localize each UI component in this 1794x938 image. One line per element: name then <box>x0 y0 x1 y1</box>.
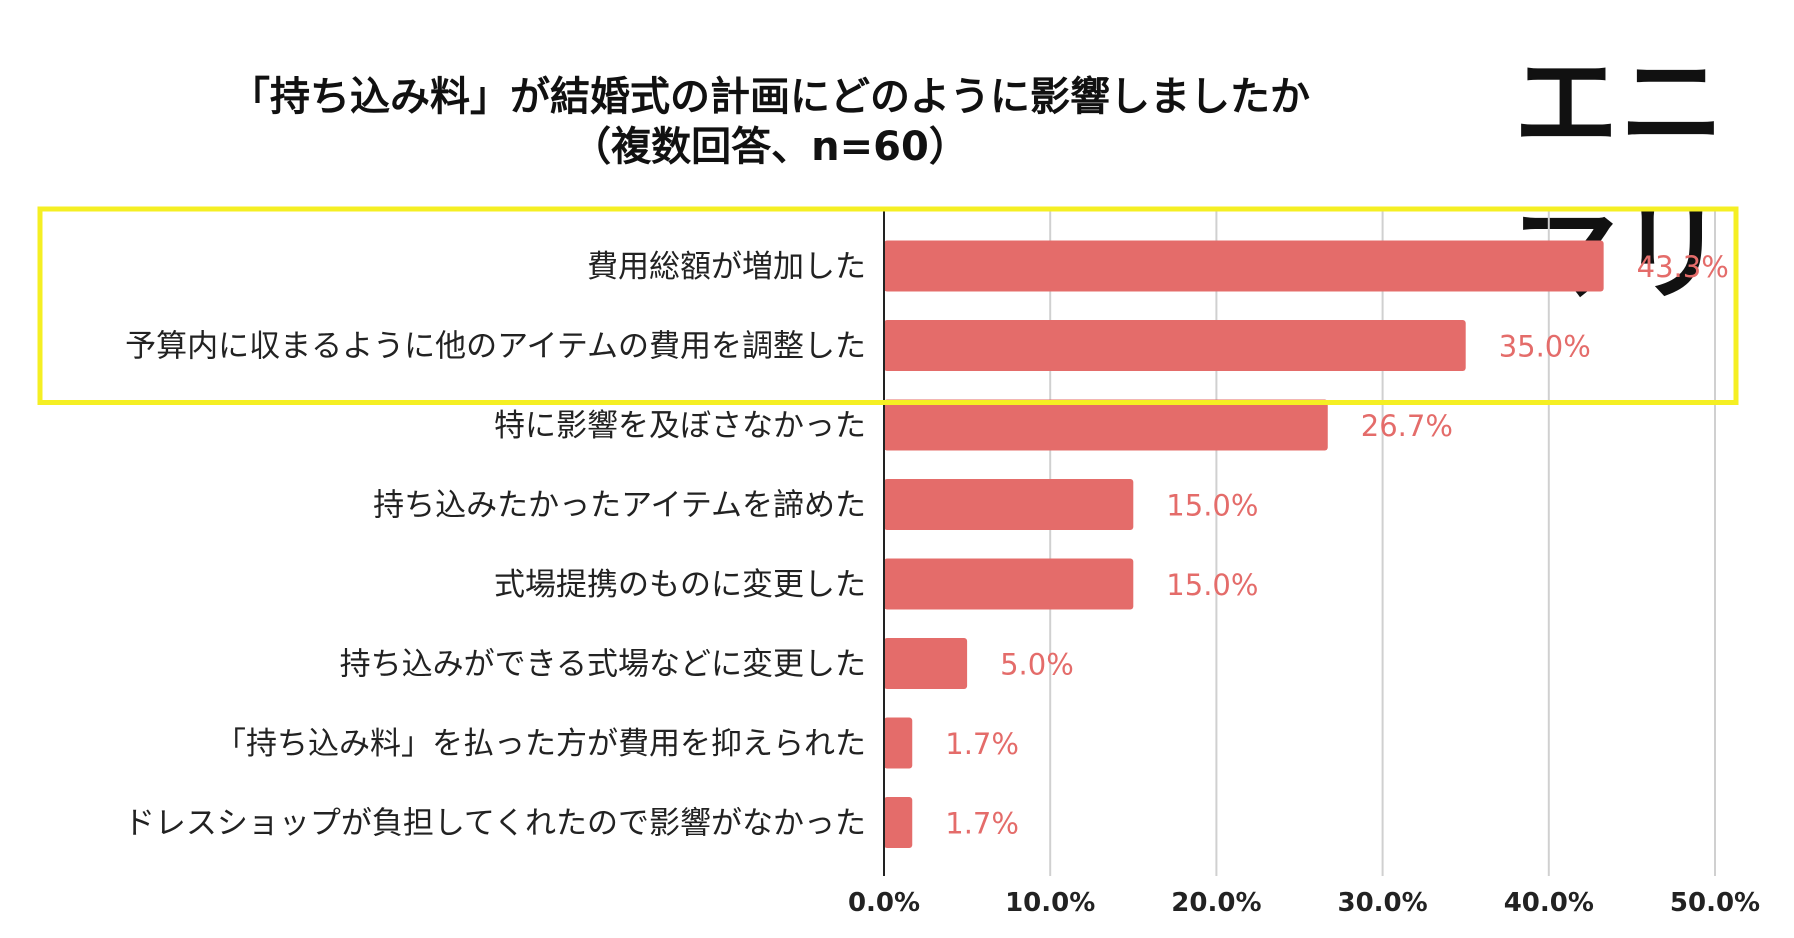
value-label: 26.7% <box>1361 409 1453 443</box>
x-tick-label: 30.0% <box>1337 888 1427 918</box>
category-label: 「持ち込み料」を払った方が費用を抑えられた <box>215 726 866 762</box>
chart-subtitle: （複数回答、n=60） <box>571 124 969 170</box>
category-label: 持ち込みたかったアイテムを諦めた <box>373 488 866 524</box>
category-label: 予算内に収まるように他のアイテムの費用を調整した <box>125 329 866 365</box>
category-label: ドレスショップが負担してくれたので影響がなかった <box>124 806 866 842</box>
bar <box>884 399 1328 451</box>
bar <box>884 717 913 769</box>
value-label: 5.0% <box>1000 648 1074 682</box>
highlight-box <box>37 206 1739 405</box>
bar <box>884 320 1466 371</box>
bar <box>884 558 1134 610</box>
x-tick-label: 0.0% <box>848 888 920 918</box>
chart-title: 「持ち込み料」が結婚式の計画にどのように影響しましたか <box>230 74 1310 120</box>
category-label: 持ち込みができる式場などに変更した <box>340 647 866 683</box>
value-label: 43.3% <box>1637 250 1729 284</box>
value-label: 1.7% <box>945 727 1019 761</box>
bar <box>884 638 968 689</box>
value-label: 35.0% <box>1499 330 1591 364</box>
bar <box>884 240 1604 292</box>
value-label: 15.0% <box>1166 568 1258 602</box>
bar <box>884 797 913 848</box>
value-label: 15.0% <box>1166 489 1258 523</box>
x-tick-label: 40.0% <box>1504 888 1594 918</box>
x-tick-label: 20.0% <box>1171 888 1261 918</box>
value-label: 1.7% <box>945 807 1019 841</box>
bar <box>884 479 1134 530</box>
category-label: 費用総額が増加した <box>587 249 866 285</box>
x-tick-label: 50.0% <box>1670 888 1760 918</box>
category-label: 式場提携のものに変更した <box>494 567 866 603</box>
category-label: 特に影響を及ぼさなかった <box>494 408 866 444</box>
x-tick-label: 10.0% <box>1005 888 1095 918</box>
